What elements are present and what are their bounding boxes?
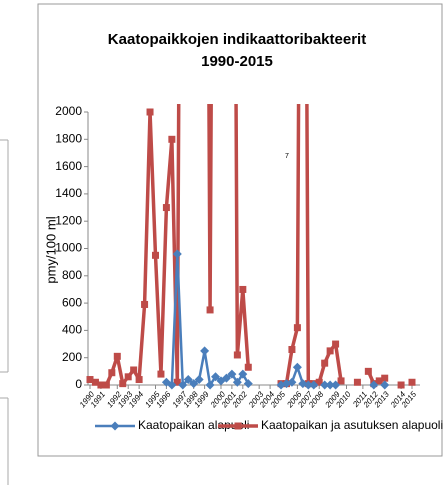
legend-marker bbox=[110, 421, 120, 431]
y-tick-label: 200 bbox=[62, 350, 82, 364]
point bbox=[331, 380, 341, 390]
point bbox=[108, 369, 116, 377]
y-axis-label: pmy/100 ml bbox=[43, 216, 58, 283]
point bbox=[124, 373, 132, 381]
y-tick-label: 1600 bbox=[55, 159, 82, 173]
point bbox=[157, 370, 165, 378]
point bbox=[227, 369, 237, 379]
point bbox=[205, 380, 215, 390]
y-tick-label: 800 bbox=[62, 268, 82, 282]
point bbox=[200, 346, 210, 356]
y-tick-label: 1400 bbox=[55, 186, 82, 200]
point bbox=[321, 359, 329, 367]
point bbox=[91, 378, 99, 386]
point bbox=[408, 378, 416, 386]
y-tick-label: 2000 bbox=[55, 104, 82, 118]
point bbox=[86, 376, 94, 384]
point bbox=[337, 377, 345, 385]
chart-subtitle: 1990-2015 bbox=[201, 53, 273, 70]
y-tick-label: 1000 bbox=[55, 241, 82, 255]
point bbox=[287, 377, 297, 387]
y-tick-label: 1200 bbox=[55, 213, 82, 227]
point bbox=[332, 340, 340, 348]
point bbox=[167, 380, 177, 390]
point bbox=[243, 379, 253, 389]
point bbox=[364, 367, 372, 375]
point bbox=[238, 369, 248, 379]
point bbox=[141, 300, 149, 308]
point bbox=[146, 108, 154, 116]
legend-label: Kaatopaikan ja asutuksen alapuoli bbox=[261, 418, 443, 432]
point bbox=[119, 380, 127, 388]
point bbox=[135, 376, 143, 384]
point bbox=[173, 378, 181, 386]
series-line bbox=[165, 252, 250, 387]
chart-frame bbox=[37, 3, 443, 457]
point bbox=[325, 380, 335, 390]
point bbox=[315, 378, 323, 386]
point bbox=[381, 374, 389, 382]
point bbox=[113, 352, 121, 360]
point bbox=[244, 363, 252, 371]
point bbox=[353, 378, 361, 386]
point bbox=[369, 380, 379, 390]
point bbox=[239, 285, 247, 293]
point bbox=[172, 249, 182, 259]
point bbox=[151, 251, 159, 259]
point bbox=[309, 380, 319, 390]
series-line bbox=[281, 104, 343, 386]
point bbox=[326, 347, 334, 355]
point bbox=[97, 381, 105, 389]
point bbox=[233, 351, 241, 359]
chart-title: Kaatopaikkojen indikaattoribakteerit bbox=[108, 31, 366, 48]
point bbox=[206, 306, 214, 314]
point bbox=[130, 366, 138, 374]
point bbox=[189, 379, 199, 389]
y-tick-label: 1800 bbox=[55, 131, 82, 145]
point bbox=[380, 380, 390, 390]
point bbox=[288, 346, 296, 354]
point bbox=[162, 204, 170, 212]
point bbox=[320, 380, 330, 390]
point bbox=[102, 381, 110, 389]
point bbox=[232, 377, 242, 387]
point bbox=[292, 362, 302, 372]
point bbox=[375, 377, 383, 385]
legend-marker bbox=[234, 422, 242, 430]
point bbox=[194, 375, 204, 385]
plot-area bbox=[86, 104, 416, 390]
y-tick-label: 0 bbox=[75, 377, 82, 391]
y-tick-label: 600 bbox=[62, 295, 82, 309]
point bbox=[183, 375, 193, 385]
point bbox=[221, 373, 231, 383]
annotation: 7 bbox=[285, 153, 289, 160]
y-tick-label: 400 bbox=[62, 323, 82, 337]
point bbox=[168, 135, 176, 143]
point bbox=[211, 372, 221, 382]
point bbox=[178, 380, 188, 390]
legend-label: Kaatopaikan alapuoli bbox=[138, 418, 249, 432]
point bbox=[293, 324, 301, 332]
point bbox=[303, 380, 313, 390]
point bbox=[397, 381, 405, 389]
